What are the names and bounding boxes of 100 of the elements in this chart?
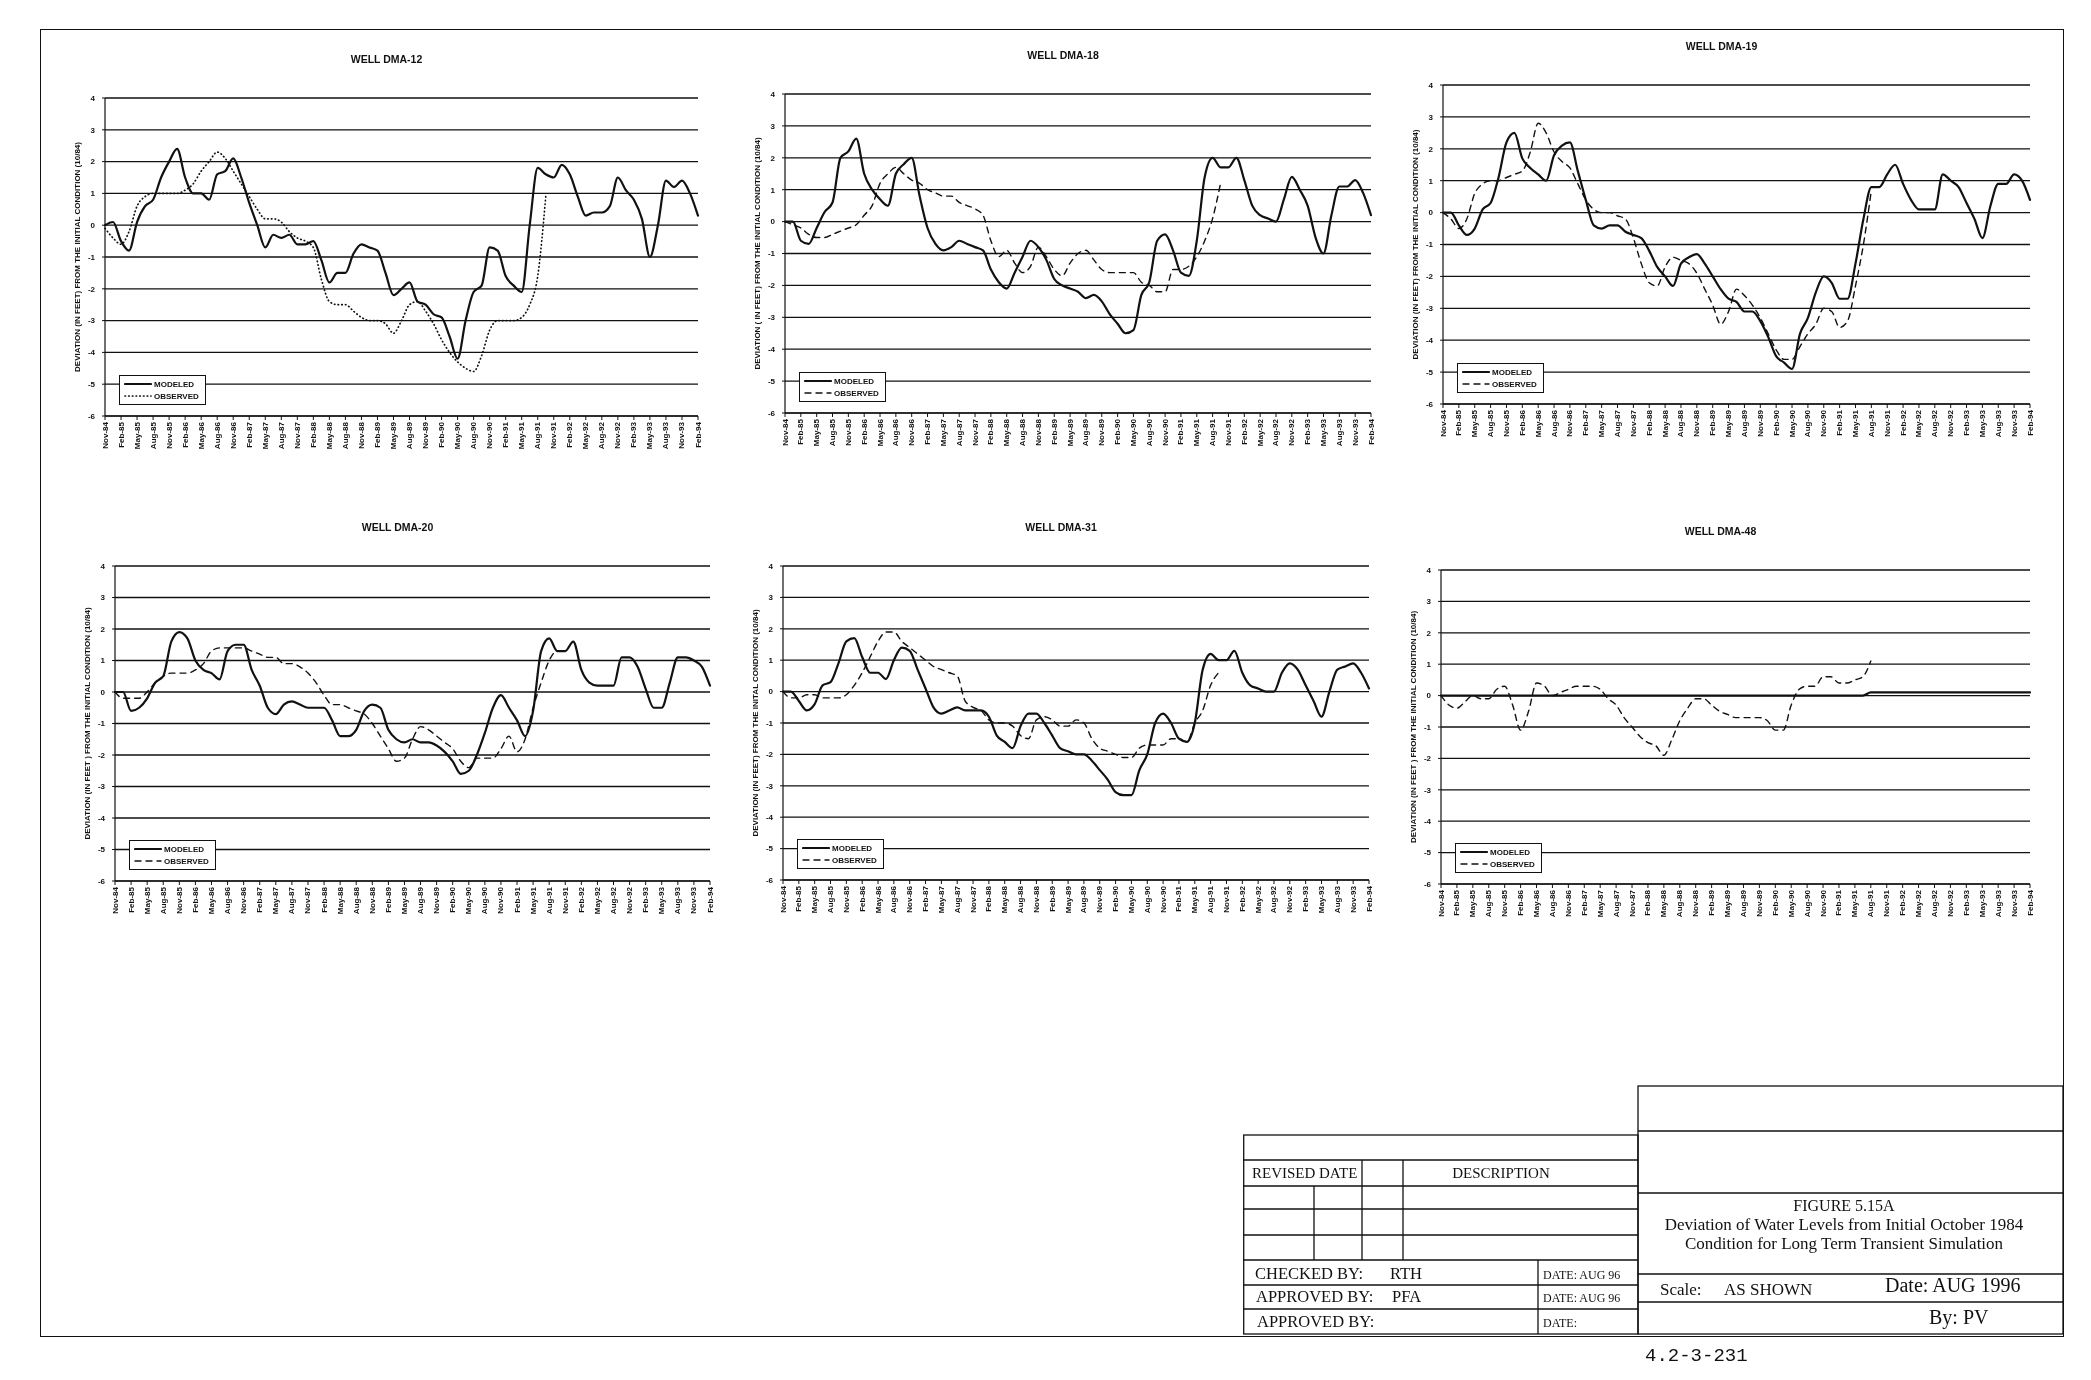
y-tick-label: -2 bbox=[97, 750, 106, 760]
y-tick-label: -2 bbox=[1423, 754, 1432, 764]
y-tick-label: 0 bbox=[1426, 691, 1432, 701]
x-tick-label: May-87 bbox=[938, 418, 948, 447]
x-tick-label: Feb-85 bbox=[126, 886, 136, 913]
y-tick-label: 4 bbox=[1428, 80, 1434, 90]
y-tick-label: 4 bbox=[90, 93, 96, 103]
y-tick-label: 0 bbox=[770, 217, 776, 227]
x-tick-label: Aug-88 bbox=[1675, 889, 1685, 918]
x-tick-label: Nov-86 bbox=[1565, 409, 1575, 437]
legend-label: MODELED bbox=[164, 844, 204, 854]
y-axis-title: DEVIATION (IN FEET ) FROM THE INITIAL CONDITION (10/84) bbox=[82, 607, 92, 840]
x-tick-label: Nov-90 bbox=[1160, 418, 1170, 446]
x-tick-label: Nov-90 bbox=[485, 421, 495, 449]
y-tick-label: -4 bbox=[767, 345, 776, 355]
x-tick-label: Feb-90 bbox=[437, 421, 447, 448]
y-tick-label: 2 bbox=[1426, 628, 1432, 638]
x-tick-label: Aug-85 bbox=[826, 885, 836, 914]
y-axis-title: DEVIATION (IN FEET) FROM THE INITIAL CONDITION (10/84) bbox=[72, 141, 82, 372]
x-tick-label: Nov-84 bbox=[1438, 409, 1448, 437]
y-tick-label: -1 bbox=[1425, 240, 1434, 250]
y-tick-label: 1 bbox=[1428, 176, 1434, 186]
legend-label: OBSERVED bbox=[164, 856, 209, 866]
x-tick-label: May-85 bbox=[132, 421, 142, 450]
y-tick-label: -4 bbox=[97, 813, 106, 823]
x-tick-label: May-85 bbox=[812, 418, 822, 447]
x-tick-label: May-90 bbox=[1128, 418, 1138, 447]
x-tick-label: Aug-92 bbox=[1929, 889, 1939, 918]
x-tick-label: Aug-93 bbox=[1334, 418, 1344, 447]
x-tick-label: May-93 bbox=[1977, 889, 1987, 918]
x-tick-label: Nov-89 bbox=[1097, 418, 1107, 446]
y-axis-title: DEVIATION (IN FEET ) FROM THE INITIAL CONDITION (10/84) bbox=[1408, 610, 1418, 844]
x-tick-label: Aug-93 bbox=[1993, 409, 2003, 438]
y-tick-label: 2 bbox=[90, 157, 96, 167]
y-tick-label: -5 bbox=[87, 380, 96, 390]
y-tick-label: 0 bbox=[1428, 208, 1434, 218]
x-tick-label: Nov-86 bbox=[907, 418, 917, 446]
y-tick-label: 1 bbox=[100, 656, 106, 666]
y-tick-label: -5 bbox=[97, 845, 106, 855]
x-tick-label: Nov-93 bbox=[1348, 885, 1358, 913]
y-axis-title: DEVIATION (IN FEET) FROM THE INITAL CONDITION (10/84) bbox=[750, 609, 760, 837]
x-tick-label: May-90 bbox=[1787, 409, 1797, 438]
x-tick-label: Nov-86 bbox=[1563, 889, 1573, 917]
y-tick-label: 4 bbox=[1426, 565, 1432, 575]
x-tick-label: Nov-87 bbox=[1628, 409, 1638, 437]
x-tick-label: May-88 bbox=[1660, 409, 1670, 438]
x-tick-label: Feb-89 bbox=[1047, 885, 1057, 912]
y-tick-label: 3 bbox=[770, 121, 776, 131]
x-tick-label: Aug-89 bbox=[405, 421, 415, 450]
x-tick-label: Nov-89 bbox=[432, 886, 442, 914]
x-tick-label: Nov-93 bbox=[689, 886, 699, 914]
x-tick-label: Feb-92 bbox=[1898, 889, 1908, 916]
x-tick-label: Feb-91 bbox=[1835, 409, 1845, 436]
x-tick-label: Nov-84 bbox=[100, 421, 110, 449]
x-tick-label: Nov-90 bbox=[1819, 409, 1829, 437]
y-tick-label: -5 bbox=[767, 376, 776, 386]
x-tick-label: Nov-93 bbox=[677, 421, 687, 449]
x-tick-label: Feb-94 bbox=[2025, 409, 2035, 436]
x-tick-label: May-89 bbox=[1065, 418, 1075, 447]
legend-label: OBSERVED bbox=[832, 855, 877, 865]
y-tick-label: 1 bbox=[770, 185, 776, 195]
x-tick-label: Feb-86 bbox=[1517, 409, 1527, 436]
x-tick-label: Nov-88 bbox=[367, 886, 377, 914]
chart-title: WELL DMA-12 bbox=[349, 53, 424, 65]
x-tick-label: Feb-89 bbox=[383, 886, 393, 913]
x-tick-label: Nov-87 bbox=[303, 886, 313, 914]
x-tick-label: May-87 bbox=[260, 421, 270, 450]
x-tick-label: Feb-87 bbox=[1581, 409, 1591, 436]
y-tick-label: -4 bbox=[1425, 336, 1434, 346]
x-tick-label: Feb-85 bbox=[1452, 889, 1462, 916]
x-tick-label: Aug-90 bbox=[1142, 885, 1152, 914]
x-tick-label: May-90 bbox=[453, 421, 463, 450]
x-tick-label: Aug-87 bbox=[952, 885, 962, 914]
x-tick-label: Feb-90 bbox=[448, 886, 458, 913]
x-tick-label: Feb-86 bbox=[1516, 889, 1526, 916]
x-tick-label: Feb-94 bbox=[1366, 418, 1376, 445]
y-tick-label: -3 bbox=[87, 316, 96, 326]
x-tick-label: Feb-90 bbox=[1113, 418, 1123, 445]
chart-title: WELL DMA-48 bbox=[1683, 525, 1758, 537]
x-tick-label: Nov-87 bbox=[292, 421, 302, 449]
x-tick-label: May-91 bbox=[1190, 885, 1200, 914]
x-tick-label: Aug-91 bbox=[544, 886, 554, 915]
x-tick-label: Feb-92 bbox=[1898, 409, 1908, 436]
x-tick-label: Nov-89 bbox=[421, 421, 431, 449]
x-tick-label: Nov-87 bbox=[1627, 889, 1637, 917]
legend-label: OBSERVED bbox=[154, 391, 199, 401]
y-tick-label: -3 bbox=[765, 781, 774, 791]
y-tick-label: -5 bbox=[1423, 848, 1432, 858]
x-tick-label: Feb-85 bbox=[116, 421, 126, 448]
x-tick-label: Aug-91 bbox=[1206, 885, 1216, 914]
x-tick-label: May-91 bbox=[528, 886, 538, 915]
x-tick-label: May-85 bbox=[1468, 889, 1478, 918]
x-tick-label: Nov-92 bbox=[1946, 409, 1956, 437]
text: 4.2-3-231 bbox=[1645, 1345, 1748, 1367]
y-axis-title: DEVIATION (IN FEET) FROM THE INITIAL CONDITION (10/84) bbox=[1410, 129, 1420, 360]
x-tick-label: Aug-88 bbox=[1676, 409, 1686, 438]
x-tick-label: Aug-89 bbox=[1079, 885, 1089, 914]
x-tick-label: Nov-91 bbox=[1223, 418, 1233, 446]
chart-title: WELL DMA-20 bbox=[360, 521, 435, 533]
x-tick-label: Nov-84 bbox=[778, 885, 788, 913]
